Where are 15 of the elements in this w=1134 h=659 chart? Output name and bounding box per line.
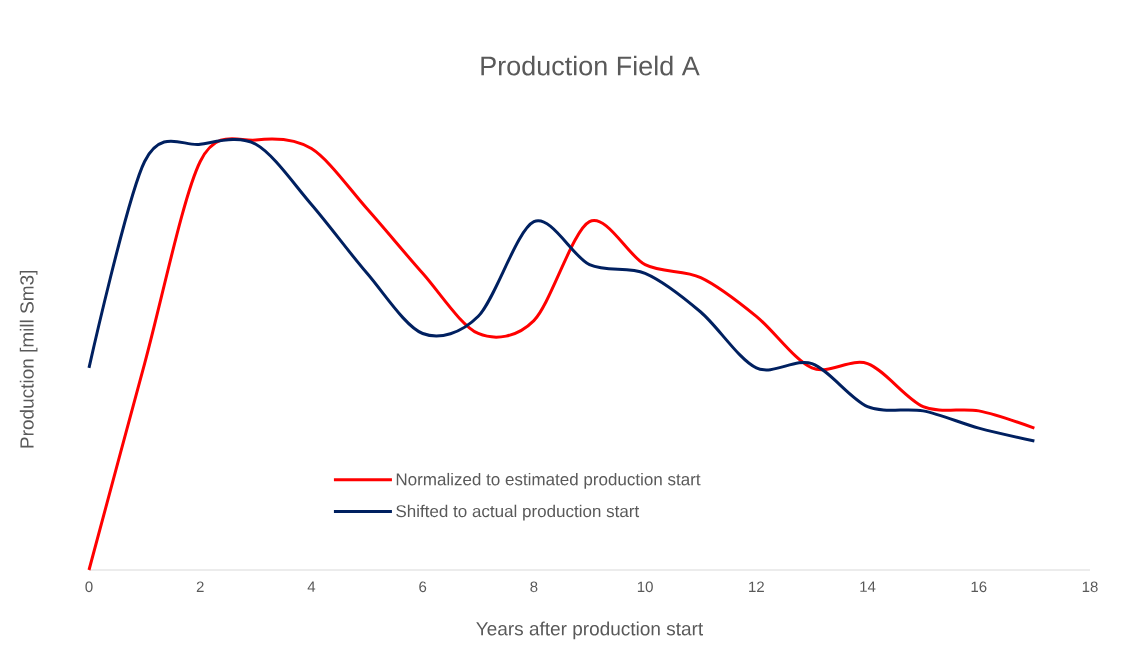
x-tick-label: 2 xyxy=(196,581,204,592)
legend-label: Normalized to estimated production start xyxy=(396,472,701,489)
x-tick-label: 18 xyxy=(1082,581,1098,593)
x-tick-label: 16 xyxy=(971,581,987,593)
y-axis-title: Production [mill Sm3] xyxy=(19,270,38,448)
x-tick-label: 8 xyxy=(530,581,538,593)
x-tick-label: 4 xyxy=(307,581,316,592)
x-tick-label: 14 xyxy=(860,581,876,592)
chart-title: Production Field A xyxy=(481,55,700,76)
x-tick-label: 0 xyxy=(85,581,93,593)
x-tick-label: 6 xyxy=(419,581,427,593)
x-axis-title: Years after production start xyxy=(476,621,704,640)
x-tick-label: 10 xyxy=(637,581,653,593)
legend-label: Shifted to actual production start xyxy=(396,504,640,521)
x-tick-label: 12 xyxy=(749,581,764,592)
